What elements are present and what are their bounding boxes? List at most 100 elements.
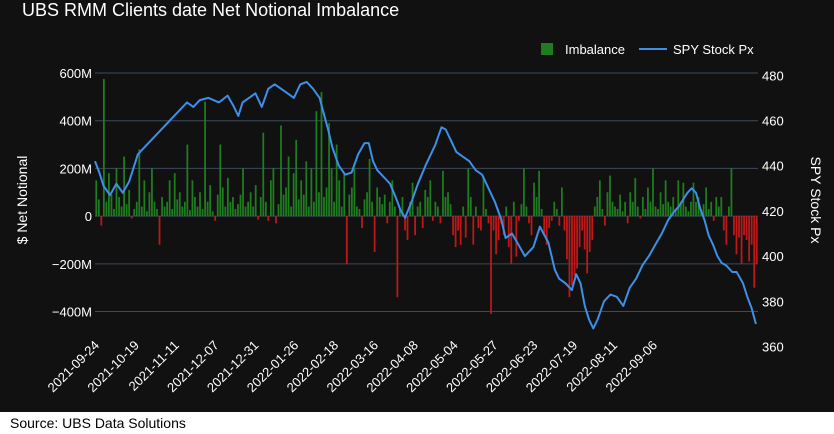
y-tick-label: 400M [59, 114, 92, 129]
imbalance-bar [323, 197, 325, 217]
imbalance-bar [282, 194, 285, 217]
imbalance-bar [629, 192, 632, 217]
imbalance-bar [631, 201, 634, 217]
imbalance-bar [505, 206, 508, 217]
imbalance-bar [528, 216, 530, 224]
imbalance-bar [393, 206, 396, 217]
imbalance-bar [335, 144, 338, 217]
imbalance-bar [517, 216, 520, 221]
imbalance-bar [348, 194, 351, 217]
imbalance-bar [100, 216, 103, 226]
imbalance-bar [740, 216, 743, 264]
imbalance-bar [125, 204, 128, 217]
imbalance-bar [467, 168, 470, 217]
imbalance-bar [345, 216, 348, 264]
imbalance-bar [209, 185, 212, 217]
imbalance-bar [277, 204, 280, 217]
imbalance-bar [173, 173, 176, 217]
y-tick-label: 0 [85, 209, 92, 224]
imbalance-bar [497, 216, 500, 240]
imbalance-bar [596, 197, 599, 217]
imbalance-bar [672, 197, 675, 217]
imbalance-bar [720, 197, 723, 217]
imbalance-bar [712, 216, 715, 221]
imbalance-bar [257, 216, 260, 220]
imbalance-bar [553, 201, 556, 217]
imbalance-bar [292, 173, 295, 217]
imbalance-bar [664, 180, 667, 217]
imbalance-bar [244, 206, 247, 217]
imbalance-bar [601, 208, 604, 217]
imbalance-bar [545, 216, 548, 245]
y-tick-label: 600M [59, 66, 92, 81]
imbalance-bar [444, 197, 447, 217]
imbalance-bar [163, 206, 166, 217]
imbalance-bar [285, 187, 287, 217]
imbalance-bar [252, 206, 255, 217]
imbalance-bar [543, 216, 546, 236]
imbalance-bar [313, 201, 315, 217]
y2-tick-label: 360 [762, 340, 784, 355]
y2-tick-label: 400 [762, 249, 784, 264]
imbalance-bar [669, 206, 672, 217]
imbalance-bar [434, 201, 437, 217]
imbalance-bar [474, 206, 477, 217]
imbalance-bar [191, 180, 194, 217]
imbalance-bar [728, 206, 730, 217]
imbalance-bar [201, 208, 204, 217]
imbalance-bar [722, 216, 725, 231]
imbalance-bar [368, 158, 371, 217]
imbalance-bar [695, 201, 697, 217]
imbalance-bar [647, 187, 649, 217]
imbalance-bar [690, 201, 692, 217]
imbalance-bar [183, 201, 186, 217]
imbalance-bar [439, 216, 442, 224]
imbalance-bar [571, 216, 573, 286]
imbalance-bar [118, 197, 120, 217]
imbalance-bar [371, 201, 373, 217]
imbalance-bar [644, 208, 647, 217]
imbalance-bar [290, 206, 293, 217]
imbalance-bar [753, 216, 756, 288]
imbalance-bar [480, 216, 482, 231]
imbalance-bar [409, 201, 411, 217]
imbalance-bar [581, 216, 584, 231]
imbalance-bar [353, 168, 356, 217]
imbalance-bar [361, 216, 363, 229]
imbalance-bar [457, 216, 460, 231]
imbalance-bar [320, 92, 323, 217]
imbalance-bar [482, 175, 485, 217]
imbalance-bar [679, 201, 682, 217]
imbalance-bar [707, 208, 710, 217]
imbalance-bar [717, 206, 720, 217]
legend: Imbalance SPY Stock Px [541, 42, 754, 57]
imbalance-bar [424, 189, 427, 217]
imbalance-bar [318, 192, 320, 217]
imbalance-bar [431, 216, 434, 221]
imbalance-bar [358, 208, 361, 217]
imbalance-bar [315, 111, 318, 217]
imbalance-bar [391, 180, 394, 217]
imbalance-bar [538, 170, 540, 217]
imbalance-bar [588, 216, 591, 252]
imbalance-bar [138, 149, 141, 217]
imbalance-bar [376, 187, 379, 217]
imbalance-bar [624, 201, 627, 217]
imbalance-bar [130, 216, 133, 219]
imbalance-bar [305, 161, 308, 217]
imbalance-bar [140, 206, 143, 217]
y2-tick-label: 460 [762, 113, 784, 128]
source-footer: Source: UBS Data Solutions [0, 412, 834, 434]
imbalance-bar [399, 208, 401, 217]
imbalance-bar [267, 216, 270, 221]
imbalance-bar [264, 201, 267, 217]
imbalance-bar [128, 189, 131, 217]
imbalance-bar [401, 197, 404, 217]
imbalance-bar [105, 201, 108, 217]
y-tick-label: 200M [59, 161, 92, 176]
right-axis-ticks: 480 460 440 420 400 380 360 [762, 68, 784, 354]
imbalance-bar [750, 216, 753, 245]
imbalance-bar [684, 206, 687, 217]
imbalance-bar [340, 206, 343, 217]
